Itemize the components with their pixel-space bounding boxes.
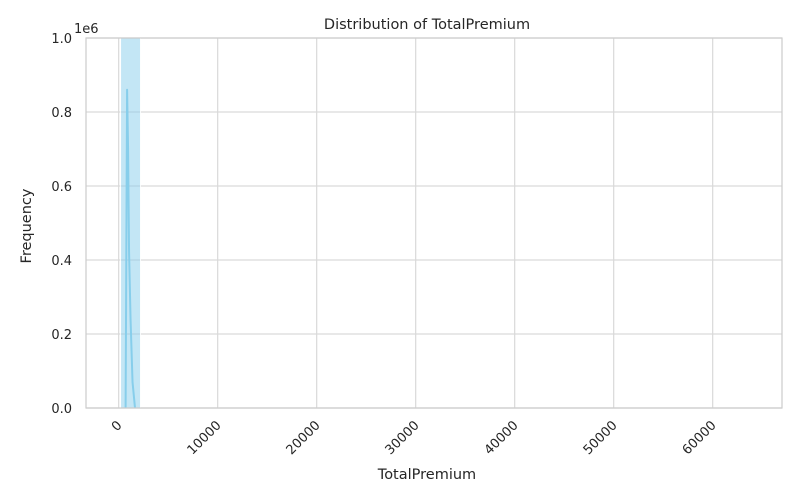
x-axis-label: TotalPremium bbox=[377, 467, 476, 483]
y-tick-label: 1.0 bbox=[51, 32, 72, 47]
y-tick-label: 0.2 bbox=[51, 328, 72, 343]
chart-title: Distribution of TotalPremium bbox=[324, 17, 530, 33]
y-offset-text: 1e6 bbox=[74, 22, 99, 37]
y-tick-label: 0.4 bbox=[51, 254, 72, 269]
y-tick-label: 0.8 bbox=[51, 106, 72, 121]
bars bbox=[120, 37, 141, 409]
y-axis-label: Frequency bbox=[19, 188, 35, 263]
plot-frame bbox=[85, 37, 783, 409]
plot-background bbox=[86, 38, 782, 408]
kde-curve bbox=[124, 88, 137, 409]
kde-line bbox=[124, 88, 137, 409]
y-tick-label: 0.0 bbox=[51, 402, 72, 417]
histogram-bar bbox=[120, 37, 141, 409]
y-tick-labels: 0.0 0.2 0.4 0.6 0.8 1.0 bbox=[51, 32, 72, 417]
y-tick-label: 0.6 bbox=[51, 180, 72, 195]
